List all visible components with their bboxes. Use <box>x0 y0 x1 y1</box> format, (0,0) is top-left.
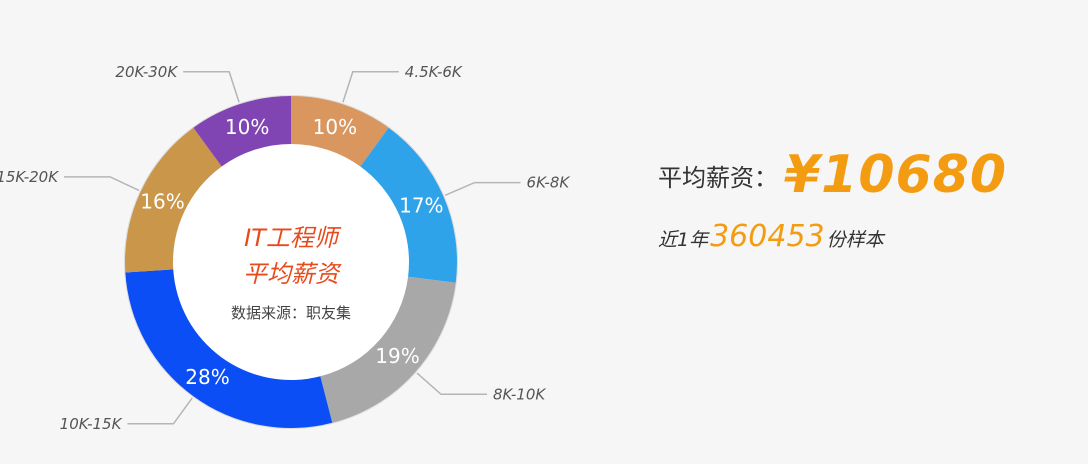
donut-inner-hole <box>173 144 409 380</box>
sample-count: 360453 <box>710 219 825 254</box>
salary-donut-chart: 10% 17% 19% 28% 16% 10% 4.5K-6K 6K-8K 8K-10K 10K… <box>0 63 570 433</box>
percent-label-4-5k-6k: 10% <box>313 115 357 139</box>
salary-summary: 平均薪资： ¥10680 近1年 360453 份样本 <box>658 145 1078 254</box>
sample-size-line: 近1年 360453 份样本 <box>658 219 1078 254</box>
center-title-line-1: IT工程师 <box>244 224 342 252</box>
slice-10k-15k <box>125 269 333 428</box>
percent-label-8k-10k: 19% <box>375 344 419 368</box>
category-label-4-5k-6k: 4.5K-6K <box>405 63 463 81</box>
leader-line-4-5k-6k <box>342 71 399 103</box>
category-label-15k-20k: 15K-20K <box>0 168 59 186</box>
leader-line-15k-20k <box>64 176 140 192</box>
percent-label-20k-30k: 10% <box>225 115 269 139</box>
leader-line-8k-10k <box>416 372 488 396</box>
category-label-10k-15k: 10K-15K <box>60 415 123 433</box>
percent-label-6k-8k: 17% <box>399 194 443 218</box>
slice-20k-30k <box>193 96 291 167</box>
sample-prefix: 近1年 <box>658 229 709 251</box>
leader-line-20k-30k <box>183 71 240 103</box>
leader-line-6k-8k <box>444 181 521 196</box>
average-salary-line: 平均薪资： ¥10680 <box>658 145 1078 205</box>
slice-4-5k-6k <box>291 96 389 167</box>
center-title-line-2: 平均薪资 <box>243 260 342 288</box>
average-salary-label: 平均薪资： <box>658 163 778 192</box>
percent-label-15k-20k: 16% <box>140 190 184 214</box>
category-labels: 4.5K-6K 6K-8K 8K-10K 10K-15K 15K-20K 20K-30K <box>0 63 570 433</box>
category-label-8k-10k: 8K-10K <box>493 385 546 403</box>
sample-suffix: 份样本 <box>826 229 884 251</box>
data-source: 数据来源：职友集 <box>231 304 351 322</box>
leader-lines <box>64 71 521 425</box>
slice-15k-20k <box>125 127 222 273</box>
slice-6k-8k <box>360 127 457 283</box>
percent-label-10k-15k: 28% <box>185 365 229 389</box>
category-label-6k-8k: 6K-8K <box>527 174 571 192</box>
slice-8k-10k <box>320 276 456 423</box>
category-label-20k-30k: 20K-30K <box>115 63 178 81</box>
leader-line-10k-15k <box>127 397 193 425</box>
percent-labels: 10% 17% 19% 28% 16% 10% <box>140 115 443 389</box>
average-salary-value: ¥10680 <box>784 145 1008 205</box>
donut-slices <box>125 96 457 428</box>
